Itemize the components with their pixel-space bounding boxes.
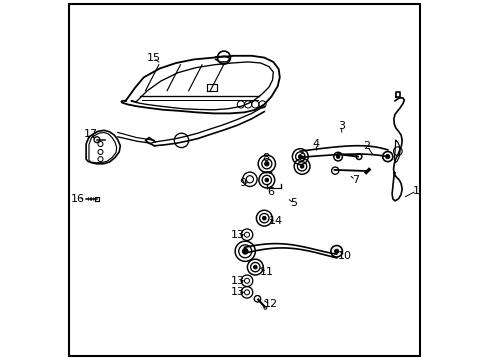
Text: 8: 8 <box>262 153 269 163</box>
Circle shape <box>300 165 303 168</box>
Circle shape <box>336 155 339 158</box>
Text: 8: 8 <box>298 153 305 163</box>
Text: 6: 6 <box>267 186 274 197</box>
Text: 13: 13 <box>230 287 244 297</box>
Circle shape <box>262 216 265 220</box>
Text: 14: 14 <box>268 216 283 226</box>
Text: 13: 13 <box>230 230 244 240</box>
Text: 16: 16 <box>71 194 85 204</box>
Text: 3: 3 <box>338 121 345 131</box>
Text: 2: 2 <box>363 141 370 151</box>
Text: 7: 7 <box>351 175 358 185</box>
Circle shape <box>253 265 257 269</box>
Circle shape <box>385 154 389 159</box>
Text: 5: 5 <box>290 198 297 208</box>
Circle shape <box>334 249 338 253</box>
Text: 15: 15 <box>146 53 161 63</box>
Circle shape <box>242 248 247 254</box>
Text: 10: 10 <box>338 251 351 261</box>
Circle shape <box>298 155 302 158</box>
Circle shape <box>264 162 268 166</box>
Text: 1: 1 <box>412 186 419 196</box>
Circle shape <box>264 178 268 182</box>
Text: 12: 12 <box>263 299 277 309</box>
Text: 17: 17 <box>83 129 97 139</box>
Text: 13: 13 <box>230 276 244 286</box>
Text: 4: 4 <box>312 139 320 149</box>
Text: 9: 9 <box>239 178 246 188</box>
Text: 11: 11 <box>259 267 273 277</box>
